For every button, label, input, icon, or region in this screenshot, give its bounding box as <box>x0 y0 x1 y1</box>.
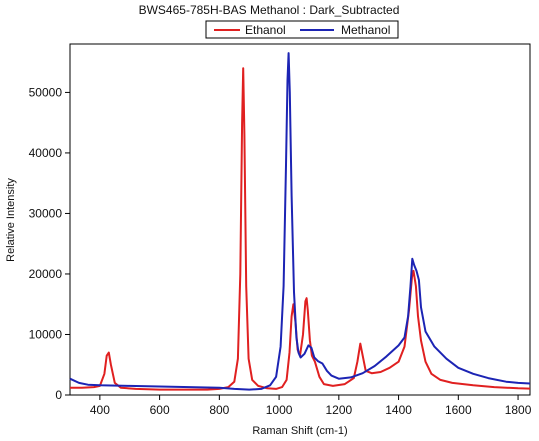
chart-title: BWS465-785H-BAS Methanol : Dark_Subtract… <box>139 3 400 17</box>
legend: Ethanol Methanol <box>205 20 399 39</box>
y-tick-label: 50000 <box>29 85 63 99</box>
y-tick-label: 40000 <box>29 146 63 160</box>
series-layer <box>69 52 531 391</box>
plot-area <box>69 43 531 396</box>
plot-frame <box>69 43 531 396</box>
x-tick-label: 1600 <box>445 403 472 417</box>
y-tick-label: 10000 <box>29 327 63 341</box>
y-axis-label: Relative Intensity <box>5 178 17 262</box>
x-tick-label: 600 <box>150 403 170 417</box>
x-axis-label: Raman Shift (cm-1) <box>252 425 347 437</box>
legend-label-methanol: Methanol <box>341 23 390 37</box>
x-tick-label: 1800 <box>505 403 532 417</box>
series-line-methanol <box>69 52 531 391</box>
y-axis-ticks: 0 10000 20000 30000 40000 50000 <box>29 85 70 402</box>
x-tick-label: 400 <box>90 403 110 417</box>
x-tick-label: 1000 <box>266 403 293 417</box>
x-tick-label: 1400 <box>385 403 412 417</box>
y-tick-label: 30000 <box>29 206 63 220</box>
x-tick-label: 1200 <box>325 403 352 417</box>
legend-label-ethanol: Ethanol <box>245 23 286 37</box>
y-tick-label: 0 <box>55 388 62 402</box>
x-axis-ticks: 400 600 800 1000 1200 1400 1600 1800 <box>90 395 532 417</box>
y-tick-label: 20000 <box>29 267 63 281</box>
x-tick-label: 800 <box>209 403 229 417</box>
